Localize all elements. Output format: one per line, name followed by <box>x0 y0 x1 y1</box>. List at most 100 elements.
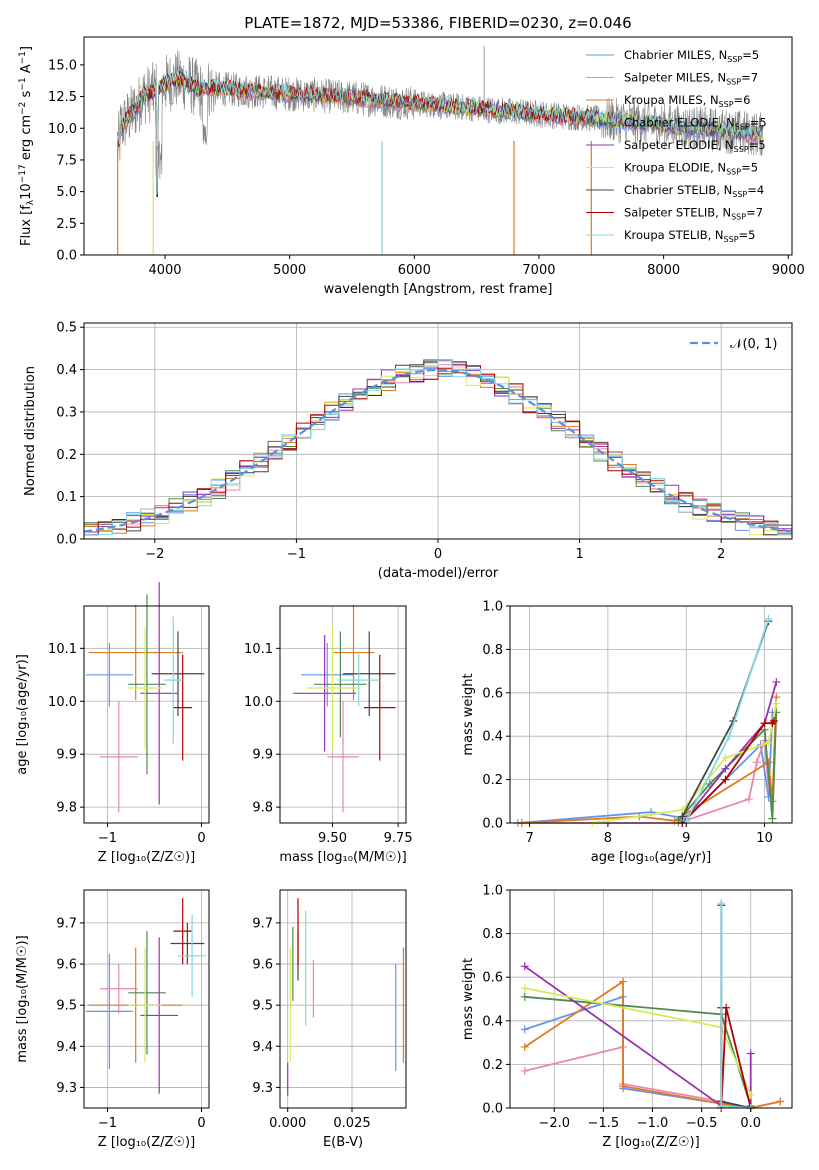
legend-label-sub: SSP <box>726 168 741 177</box>
mass-weight-marker <box>721 775 730 784</box>
residual-histogram <box>84 359 792 539</box>
mass-weight-marker <box>520 984 529 993</box>
y-tick-label: 5.0 <box>56 185 77 200</box>
plot-area <box>117 45 764 255</box>
plot-area <box>84 359 792 539</box>
x-tick-label: −1 <box>287 547 306 562</box>
legend-label-sub: SSP <box>731 213 746 222</box>
mass-weight-line <box>592 703 778 824</box>
x-tick-label: 6000 <box>398 263 431 278</box>
y-axis-label-part: Flux [f <box>19 205 34 246</box>
legend-label-part: =5 <box>739 228 756 242</box>
mass-weight-marker <box>752 758 761 767</box>
x-tick-label: 8 <box>604 831 612 846</box>
mass-weight-marker <box>722 1003 731 1012</box>
y-axis-label: Flux [fλ10−17 erg cm−2 s−1 A−1] <box>18 46 36 246</box>
axes-frame <box>279 889 407 1109</box>
x-tick-label: 0 <box>197 1116 205 1131</box>
x-tick-label: −2 <box>145 547 164 562</box>
x-tick-label: −2.0 <box>538 1116 570 1131</box>
y-tick-label: 9.3 <box>56 1081 77 1096</box>
x-axis-label: wavelength [Angstrom, rest frame] <box>324 282 553 297</box>
mass-weight-marker <box>760 719 769 728</box>
mass-weight-marker <box>768 814 777 823</box>
x-axis-label: Z [log₁₀(Z/Z☉)] <box>98 1135 195 1150</box>
y-tick-label: 9.3 <box>252 1081 273 1096</box>
legend-label-part: Chabrier STELIB, N <box>624 183 732 197</box>
legend-label: Kroupa ELODIE, NSSP=5 <box>624 161 758 177</box>
legend-label-sub: SSP <box>732 190 747 199</box>
x-tick-label: −1 <box>98 1116 117 1131</box>
x-tick-label: 1 <box>575 547 583 562</box>
x-tick-label: −1.0 <box>637 1116 669 1131</box>
y-tick-label: 0.0 <box>482 1102 503 1117</box>
legend-label-sub: SSP <box>724 235 739 244</box>
residual-histogram <box>84 365 792 539</box>
x-axis-label: (data-model)/error <box>378 566 499 581</box>
y-tick-label: 9.9 <box>56 748 77 763</box>
legend-label: Kroupa STELIB, NSSP=5 <box>624 228 755 244</box>
mass-weight-marker <box>520 1025 529 1034</box>
x-tick-label: 9.50 <box>318 831 347 846</box>
x-tick-label: 9 <box>682 831 690 846</box>
y-axis-label: mass weight <box>461 958 476 1040</box>
x-tick-label: −0.5 <box>686 1116 718 1131</box>
mass-weight-marker <box>618 977 627 986</box>
legend-label-sub: SSP <box>727 55 742 64</box>
axes-frame <box>509 889 793 1109</box>
y-tick-label: 0.4 <box>56 363 77 378</box>
x-tick-label: 8000 <box>647 263 680 278</box>
plot-area <box>520 899 785 1112</box>
y-tick-label: 10.0 <box>244 695 273 710</box>
normal-reference-curve <box>84 368 792 533</box>
axes-frame <box>279 605 407 824</box>
legend-label: Salpeter ELODIE, NSSP=5 <box>624 138 766 154</box>
legend-label-part: Kroupa STELIB, N <box>624 228 724 242</box>
mass-weight-marker <box>744 795 753 804</box>
y-tick-label: 9.5 <box>252 999 273 1014</box>
y-axis-label-part: 10 <box>19 183 34 200</box>
legend-label-part: Chabrier ELODIE, N <box>624 116 735 130</box>
x-axis-label: mass [log₁₀(M/M☉)] <box>279 850 406 865</box>
x-tick-label: 4000 <box>148 263 181 278</box>
y-tick-label: 0.8 <box>482 643 503 658</box>
y-tick-label: 10.0 <box>48 122 77 137</box>
mass-weight-marker <box>721 753 730 762</box>
axes-frame <box>83 36 793 256</box>
legend-label-part: =5 <box>750 116 767 130</box>
chart-title: PLATE=1872, MJD=53386, FIBERID=0230, z=0… <box>244 14 631 32</box>
y-tick-label: 9.8 <box>252 801 273 816</box>
y-tick-label: 7.5 <box>56 153 77 168</box>
legend-label-part: Chabrier MILES, N <box>624 48 727 62</box>
y-tick-label: 0.0 <box>56 533 77 548</box>
y-axis-label-part: −1 <box>18 51 28 64</box>
y-tick-label: 1.0 <box>482 884 503 899</box>
mass-weight-marker <box>776 1097 785 1106</box>
mass-weight-line <box>681 681 778 824</box>
legend-label-part: Salpeter ELODIE, N <box>624 138 734 152</box>
legend-label-part: =5 <box>742 48 759 62</box>
plot-area <box>287 898 405 1096</box>
y-axis-label-part: −1 <box>18 77 28 90</box>
legend-label: 𝒩(0, 1) <box>730 337 777 352</box>
x-tick-label: 0.025 <box>333 1116 370 1131</box>
legend-label-sub: SSP <box>734 145 749 154</box>
mass-weight-marker <box>717 899 726 908</box>
mass-weight-marker <box>618 1082 627 1091</box>
plot-area <box>293 604 396 813</box>
mass-vs-metallicity-panel: −1 0 9.3 9.4 9.5 9.6 9.7 Z [log₁₀(Z/Z☉)] mass [l… <box>15 889 210 1150</box>
y-tick-label: 9.4 <box>252 1040 273 1055</box>
x-axis-label: Z [log₁₀(Z/Z☉)] <box>602 1135 699 1150</box>
legend-label-part: =6 <box>734 93 751 107</box>
y-tick-label: 0.6 <box>482 686 503 701</box>
observed-spectrum <box>117 50 764 179</box>
mass-weight-marker <box>769 717 778 726</box>
y-axis-label-part: λ <box>26 199 36 205</box>
spectrum-panel: 4000 5000 6000 7000 8000 9000 0.0 2.5 5.0 7.5 10.0… <box>18 14 805 297</box>
age-vs-mass-panel: 9.50 9.75 9.8 9.9 10.0 10.1 mass [log₁₀(M/M☉)] <box>244 604 413 865</box>
y-tick-label: 0.0 <box>482 817 503 832</box>
y-tick-label: 9.6 <box>252 958 273 973</box>
mass-vs-ebv-panel: 0.000 0.025 9.3 9.4 9.5 9.6 9.7 E(B-V) <box>252 889 407 1150</box>
x-tick-label: −1.5 <box>588 1116 620 1131</box>
